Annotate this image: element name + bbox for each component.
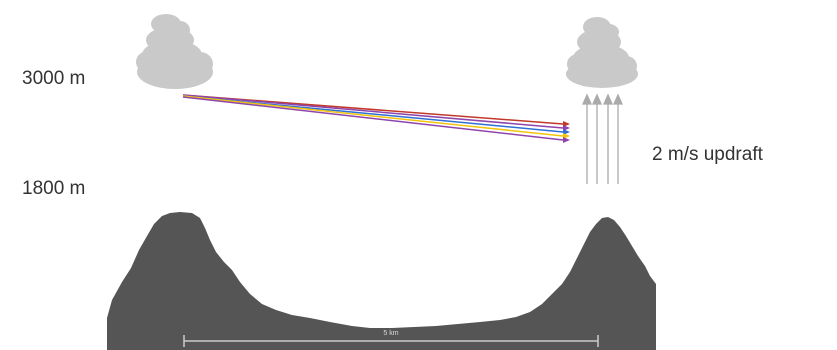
- trajectory-arrow-purple: [182, 94, 564, 129]
- trajectory-arrow-yellow: [182, 95, 564, 137]
- left-cloud-icon: [136, 14, 213, 89]
- trajectory-arrow-violet: [182, 96, 564, 141]
- right-cloud-icon: [566, 17, 638, 88]
- scale-bar: [183, 335, 599, 347]
- updraft-arrows: [581, 93, 624, 184]
- altitude-bottom-label: 1800 m: [22, 178, 86, 199]
- altitude-top-label: 3000 m: [22, 68, 86, 89]
- updraft-label: 2 m/s updraft: [652, 144, 763, 165]
- terrain: [107, 212, 656, 350]
- trajectory-arrows: [182, 94, 570, 143]
- scale-bar-label: 5 km: [383, 330, 398, 337]
